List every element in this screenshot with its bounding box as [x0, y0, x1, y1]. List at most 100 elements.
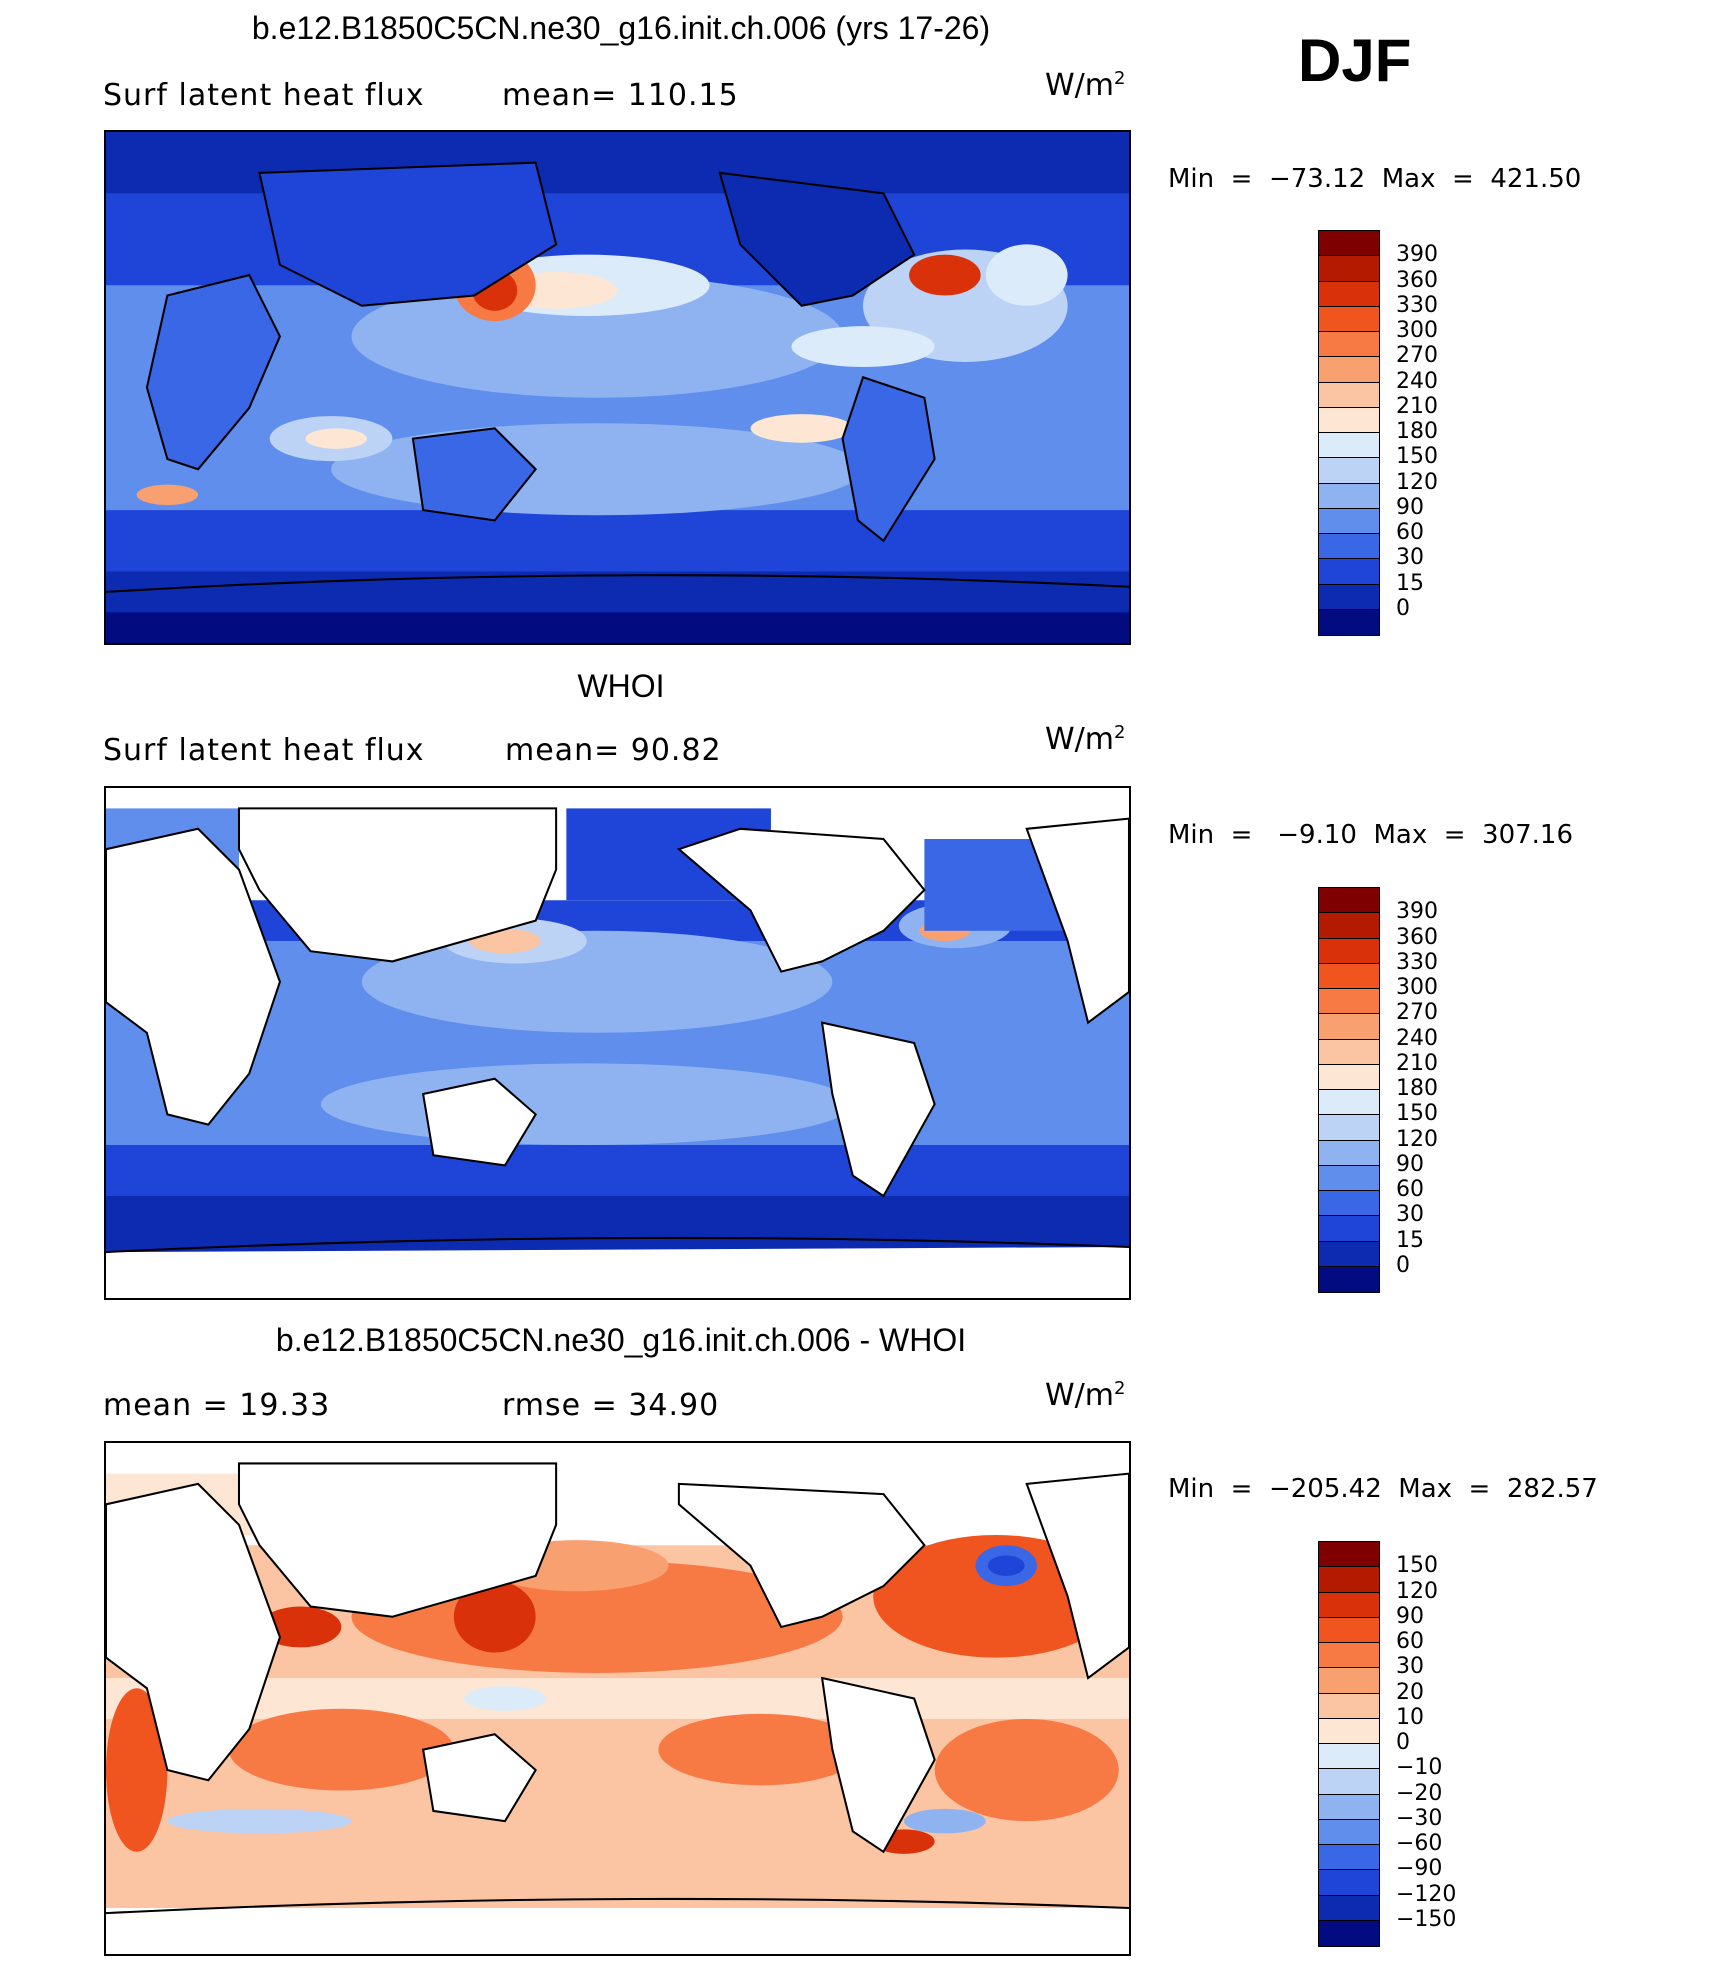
panel1-minmax: Min = −73.12 Max = 421.50: [1168, 164, 1582, 194]
panel2-observation-map: [104, 786, 1131, 1300]
season-label: DJF: [1298, 27, 1412, 94]
panel2-title: WHOI: [577, 668, 665, 704]
colorbar-swatch: [1319, 1014, 1379, 1040]
colorbar-tick-label: 120: [1396, 1578, 1438, 1604]
panel2-units: W/m2: [1045, 722, 1126, 757]
panel1-mean-label: mean= 110.15: [502, 78, 739, 113]
colorbar-tick-label: 0: [1396, 1730, 1410, 1755]
colorbar-tick-label: −150: [1396, 1906, 1457, 1932]
panel1-variable-label: Surf latent heat flux: [103, 78, 425, 113]
colorbar-swatch: [1319, 332, 1379, 358]
colorbar-swatch: [1319, 1191, 1379, 1217]
panel2-colorbar: [1318, 887, 1380, 1293]
colorbar-swatch: [1319, 1895, 1379, 1921]
colorbar-swatch: [1319, 1115, 1379, 1141]
colorbar-tick-label: 330: [1396, 949, 1438, 975]
panel2-mean-label: mean= 90.82: [505, 733, 722, 768]
colorbar-swatch: [1319, 256, 1379, 282]
panel3-units: W/m2: [1045, 1378, 1126, 1413]
colorbar-swatch: [1319, 963, 1379, 989]
colorbar-tick-label: 60: [1396, 520, 1424, 545]
colorbar-tick-label: 360: [1396, 267, 1438, 293]
colorbar-tick-label: 10: [1396, 1704, 1424, 1730]
colorbar-swatch: [1319, 609, 1379, 635]
colorbar-tick-label: 0: [1396, 1252, 1410, 1278]
colorbar-swatch: [1319, 483, 1379, 509]
panel3-mean-label: mean = 19.33: [103, 1388, 331, 1423]
colorbar-tick-label: −120: [1396, 1881, 1457, 1907]
colorbar-tick-label: 270: [1396, 1000, 1438, 1026]
colorbar-swatch: [1319, 584, 1379, 610]
colorbar-swatch: [1319, 888, 1379, 914]
colorbar-tick-label: 60: [1396, 1629, 1424, 1654]
colorbar-swatch: [1319, 1668, 1379, 1694]
colorbar-swatch: [1319, 306, 1379, 332]
colorbar-tick-label: 120: [1396, 469, 1438, 495]
colorbar-tick-label: 390: [1396, 899, 1438, 925]
colorbar-swatch: [1319, 534, 1379, 560]
colorbar-tick-label: 300: [1396, 318, 1438, 343]
colorbar-swatch: [1319, 1718, 1379, 1744]
colorbar-swatch: [1319, 989, 1379, 1015]
colorbar-tick-label: 390: [1396, 242, 1438, 268]
colorbar-tick-label: 150: [1396, 1553, 1438, 1579]
panel3-rmse-label: rmse = 34.90: [502, 1388, 720, 1423]
colorbar-tick-label: 180: [1396, 419, 1438, 444]
colorbar-tick-label: 150: [1396, 444, 1438, 470]
colorbar-tick-label: 30: [1396, 1202, 1424, 1228]
panel1-title: b.e12.B1850C5CN.ne30_g16.init.ch.006 (yr…: [251, 10, 991, 46]
colorbar-swatch: [1319, 1567, 1379, 1593]
colorbar-tick-label: 90: [1396, 1603, 1424, 1629]
colorbar-swatch: [1319, 913, 1379, 939]
colorbar-tick-label: −30: [1396, 1805, 1443, 1831]
colorbar-swatch: [1319, 1241, 1379, 1267]
colorbar-swatch: [1319, 382, 1379, 408]
colorbar-tick-label: 90: [1396, 1151, 1424, 1177]
colorbar-swatch: [1319, 231, 1379, 257]
colorbar-tick-label: 30: [1396, 1654, 1424, 1680]
colorbar-swatch: [1319, 1266, 1379, 1292]
colorbar-swatch: [1319, 508, 1379, 534]
panel3-minmax: Min = −205.42 Max = 282.57: [1168, 1474, 1598, 1504]
colorbar-swatch: [1319, 1165, 1379, 1191]
colorbar-tick-label: 15: [1396, 570, 1424, 596]
colorbar-tick-label: 20: [1396, 1679, 1424, 1705]
colorbar-tick-label: 360: [1396, 924, 1438, 950]
colorbar-tick-label: 60: [1396, 1177, 1424, 1202]
colorbar-tick-label: 240: [1396, 1025, 1438, 1051]
colorbar-tick-label: 300: [1396, 975, 1438, 1000]
colorbar-tick-label: 330: [1396, 292, 1438, 318]
colorbar-swatch: [1319, 1794, 1379, 1820]
colorbar-tick-label: 30: [1396, 545, 1424, 571]
colorbar-tick-label: −10: [1396, 1755, 1443, 1781]
colorbar-swatch: [1319, 1693, 1379, 1719]
colorbar-swatch: [1319, 1643, 1379, 1669]
colorbar-swatch: [1319, 938, 1379, 964]
colorbar-swatch: [1319, 1819, 1379, 1845]
colorbar-swatch: [1319, 1769, 1379, 1795]
colorbar-tick-label: 210: [1396, 1050, 1438, 1076]
colorbar-swatch: [1319, 1870, 1379, 1896]
colorbar-tick-label: 120: [1396, 1126, 1438, 1152]
colorbar-tick-label: 240: [1396, 368, 1438, 394]
panel1-model-map: [104, 130, 1131, 645]
panel2-minmax: Min = −9.10 Max = 307.16: [1168, 820, 1574, 850]
colorbar-tick-label: 210: [1396, 393, 1438, 419]
panel3-difference-map: [104, 1441, 1131, 1956]
colorbar-swatch: [1319, 1744, 1379, 1770]
colorbar-tick-label: 90: [1396, 494, 1424, 520]
colorbar-swatch: [1319, 1216, 1379, 1242]
panel3-colorbar: [1318, 1541, 1380, 1947]
colorbar-swatch: [1319, 1617, 1379, 1643]
colorbar-tick-label: 150: [1396, 1101, 1438, 1127]
colorbar-tick-label: 270: [1396, 343, 1438, 369]
colorbar-tick-label: 180: [1396, 1076, 1438, 1101]
panel2-variable-label: Surf latent heat flux: [103, 733, 425, 768]
colorbar-swatch: [1319, 1039, 1379, 1065]
colorbar-swatch: [1319, 1090, 1379, 1116]
panel3-title: b.e12.B1850C5CN.ne30_g16.init.ch.006 - W…: [275, 1322, 967, 1358]
colorbar-swatch: [1319, 1920, 1379, 1946]
colorbar-tick-label: −90: [1396, 1856, 1443, 1882]
colorbar-swatch: [1319, 1845, 1379, 1871]
colorbar-tick-label: 15: [1396, 1227, 1424, 1253]
